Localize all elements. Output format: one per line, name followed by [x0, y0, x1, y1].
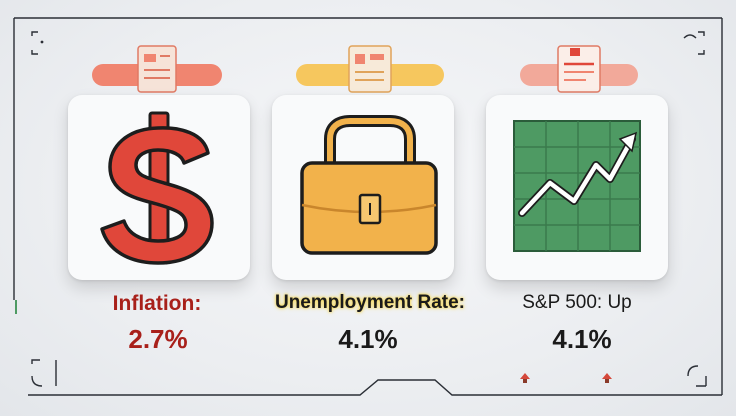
briefcase-icon: [300, 115, 438, 255]
clip-tab-inflation: [92, 45, 222, 93]
clip-tab-sp500: [520, 45, 638, 93]
corner-ornament-top-left: [31, 31, 44, 55]
sp500-value: 4.1%: [552, 324, 612, 354]
corner-ornament-top-right: [683, 31, 705, 55]
corner-ornament-bottom-left: [31, 359, 57, 387]
sp500-card: [486, 95, 668, 280]
clip-tab-unemployment: [296, 45, 444, 93]
inflation-card: [68, 95, 250, 280]
unemployment-card: [272, 95, 454, 280]
trending-up-chart-icon: [513, 120, 641, 252]
sp500-label: S&P 500: Up: [522, 292, 632, 313]
small-ornament-right: [602, 373, 612, 383]
dollar-sign-icon: [100, 111, 214, 265]
inflation-label: Inflation:: [112, 292, 202, 315]
corner-ornament-bottom-right: [687, 365, 707, 387]
small-ornament-left: [520, 373, 530, 383]
unemployment-rate-value: 4.1%: [338, 324, 398, 354]
inflation-value: 2.7%: [128, 324, 188, 354]
unemployment-rate-label: Unemployment Rate:: [274, 292, 466, 313]
